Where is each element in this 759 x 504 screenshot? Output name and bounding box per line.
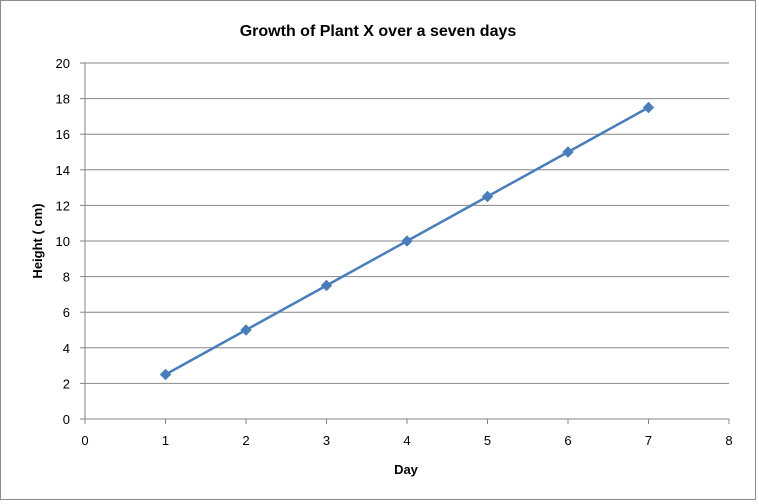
y-tick-label: 12 (56, 198, 70, 213)
y-tick-label: 4 (63, 341, 70, 356)
y-tick-label: 6 (63, 305, 70, 320)
x-tick-labels: 0 1 2 3 4 5 6 7 8 (81, 433, 732, 448)
x-tick-label: 0 (81, 433, 88, 448)
x-tick-label: 5 (484, 433, 491, 448)
grid-lines (85, 62, 729, 384)
data-point-marker (562, 146, 574, 158)
x-tick-label: 2 (242, 433, 249, 448)
y-tick-label: 18 (56, 92, 70, 107)
data-point-marker (159, 368, 172, 381)
data-point-marker (401, 235, 413, 247)
x-tick-label: 4 (403, 433, 410, 448)
y-tick-label: 8 (63, 270, 70, 285)
y-axis-title: Height ( cm) (30, 203, 45, 278)
y-tick-label: 10 (56, 234, 70, 249)
data-point-marker (240, 324, 252, 336)
y-tick-label: 0 (63, 412, 70, 427)
y-tick-label: 16 (56, 127, 70, 142)
series-group (159, 101, 655, 381)
y-tick-label: 14 (56, 163, 70, 178)
x-tick-label: 3 (323, 433, 330, 448)
x-axis-title: Day (394, 462, 419, 477)
data-point-marker (481, 190, 494, 203)
y-tick-label: 20 (56, 56, 70, 71)
chart-title: Growth of Plant X over a seven days (240, 23, 517, 40)
data-point-marker (320, 279, 333, 292)
y-tick-label: 2 (63, 376, 70, 391)
x-tick-label: 8 (725, 433, 732, 448)
y-tick-labels: 0 2 4 6 8 10 12 14 16 18 20 (56, 56, 70, 427)
x-tick-label: 6 (564, 433, 571, 448)
axes (80, 62, 730, 424)
x-tick-label: 7 (645, 433, 652, 448)
data-point-marker (642, 101, 655, 114)
x-tick-label: 1 (162, 433, 169, 448)
